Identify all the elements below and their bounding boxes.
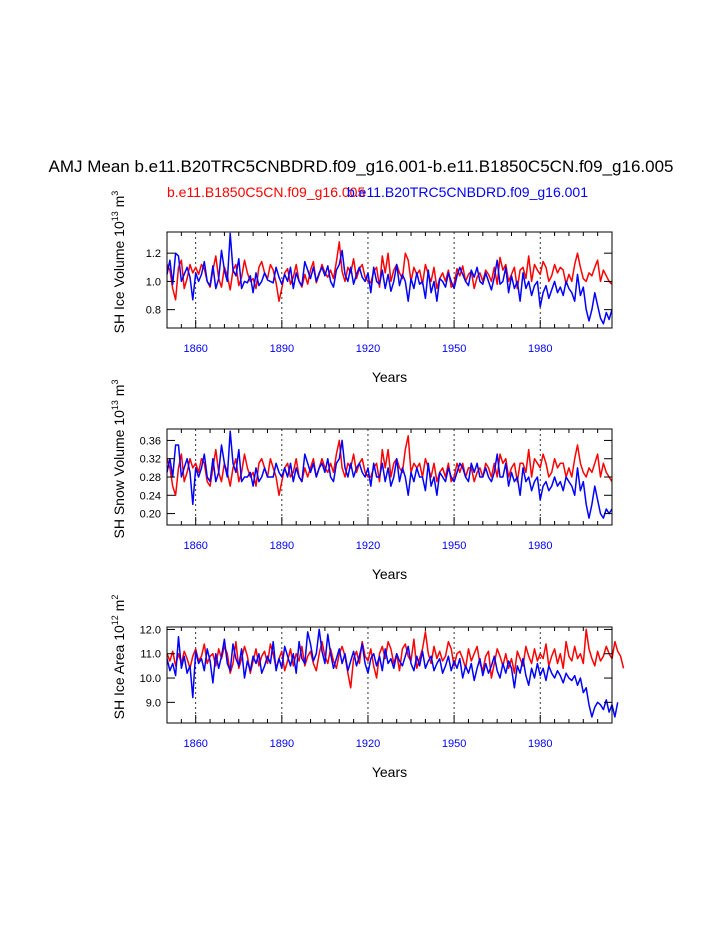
x-tick-label-1920: 1920 [356,738,380,750]
y-tick-label: 1.2 [146,248,161,260]
x-tick-label-1980: 1980 [528,343,552,355]
x-tick-label-1860: 1860 [183,738,207,750]
y-tick-label: 0.36 [140,435,161,447]
y-tick-label: 9.0 [146,697,161,709]
panel-2: 186018901920195019804204504805105400.200… [110,380,613,582]
plot-frame [166,626,613,724]
legend-red-label: b.e11.B1850C5CN.f09_g16.005 [167,184,365,200]
y-tick-label: 1.0 [146,276,161,288]
y-tick-label: 0.20 [140,509,161,521]
x-tick-label-1950: 1950 [442,343,466,355]
x-tick-label-1950: 1950 [442,738,466,750]
series-line-blue [166,232,613,325]
chart-title: AMJ Mean b.e11.B20TRC5CNBDRD.f09_g16.001… [49,157,674,176]
x-axis-label: Years [372,566,407,582]
x-tick-label-1890: 1890 [270,343,294,355]
y-tick-label: 12.0 [140,624,161,636]
x-tick-label-1860: 1860 [183,343,207,355]
series-line-blue [166,430,613,519]
x-axis-label: Years [372,764,407,780]
y-axis-label: SH Snow Volume 1013 m3 [110,380,127,539]
y-tick-label: 11.0 [140,649,161,661]
y-axis-label: SH Ice Volume 1013 m3 [110,191,127,334]
legend-blue-label: b.e11.B20TRC5CNBDRD.f09_g16.001 [347,184,588,200]
x-tick-label-1920: 1920 [356,540,380,552]
x-tick-label-1860: 1860 [183,540,207,552]
x-tick-label-1980: 1980 [528,540,552,552]
y-tick-label: 0.28 [140,472,161,484]
plot-frame [166,231,613,329]
panel-1: 186018901920195019804204504805105400.81.… [110,191,613,385]
panel-3: 186018901920195019804204504805105409.010… [110,595,625,780]
x-axis-label: Years [372,369,407,385]
y-tick-label: 0.32 [140,454,161,466]
x-tick-label-1950: 1950 [442,540,466,552]
series-line-blue [166,628,619,718]
x-tick-label-1980: 1980 [528,738,552,750]
x-tick-label-1920: 1920 [356,343,380,355]
x-tick-label-1890: 1890 [270,540,294,552]
y-axis-label: SH Ice Area 1012 m2 [110,595,127,720]
x-tick-label-1890: 1890 [270,738,294,750]
y-tick-label: 10.0 [140,673,161,685]
y-tick-label: 0.24 [140,490,161,502]
y-tick-label: 0.8 [146,305,161,317]
